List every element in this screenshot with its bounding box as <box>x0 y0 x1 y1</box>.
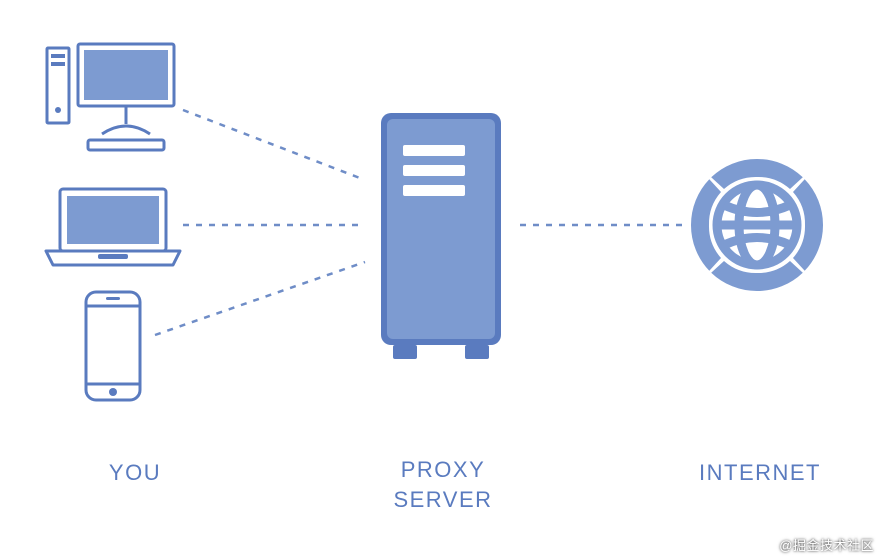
smartphone-icon <box>78 288 148 408</box>
watermark-text: @掘金技术社区 <box>779 535 874 554</box>
label-internet: INTERNET <box>680 460 840 486</box>
server-icon <box>363 95 523 375</box>
globe-icon <box>682 150 832 300</box>
label-proxy-line1: PROXY <box>401 457 486 482</box>
diagram-canvas: YOU PROXY SERVER INTERNET @掘金技术社区 <box>0 0 880 558</box>
label-you: YOU <box>95 460 175 486</box>
laptop-icon <box>38 185 188 275</box>
desktop-icon <box>42 40 182 160</box>
label-proxy-line2: SERVER <box>393 487 492 512</box>
edge-desktop-server <box>183 110 365 180</box>
label-proxy-server: PROXY SERVER <box>373 455 513 514</box>
